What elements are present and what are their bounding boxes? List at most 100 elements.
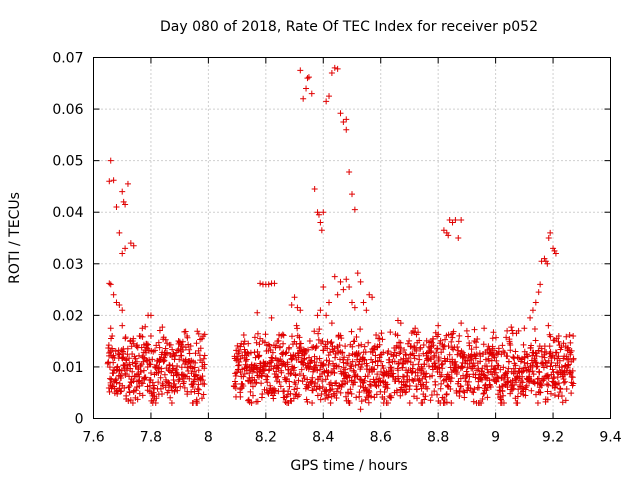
data-point [324,372,331,379]
data-point [515,327,522,334]
data-point [547,363,554,370]
data-point [544,388,551,395]
data-point [309,387,316,394]
data-point [464,382,471,389]
data-point [147,361,154,368]
data-point [165,379,172,386]
data-point [301,375,308,382]
data-point [171,380,178,387]
data-point [567,339,574,346]
data-point [346,374,353,381]
data-point [452,358,459,365]
data-point [301,355,308,362]
data-point [472,355,479,362]
data-point [308,90,315,97]
data-point [142,349,149,356]
data-point [566,331,573,338]
data-point [326,299,333,306]
data-point [532,359,539,366]
data-point [124,345,131,352]
data-point [393,389,400,396]
data-point [124,180,131,187]
data-point [388,365,395,372]
y-tick-label: 0.06 [52,102,83,118]
data-point [336,342,343,349]
data-point [247,349,254,356]
data-point [268,314,275,321]
data-point [194,328,201,335]
data-point [439,365,446,372]
data-point [330,390,337,397]
data-point [192,372,199,379]
data-point [291,364,298,371]
data-point [110,370,117,377]
data-point [346,168,353,175]
data-point [107,281,114,288]
data-point [181,384,188,391]
data-point [371,394,378,401]
data-point [473,351,480,358]
data-point [113,379,120,386]
data-point [199,373,206,380]
data-point [189,365,196,372]
data-point [528,342,535,349]
data-point [563,367,570,374]
data-point [333,394,340,401]
data-point [317,366,324,373]
data-point [570,332,577,339]
data-point [253,379,260,386]
data-point [262,331,269,338]
data-point [357,326,364,333]
data-point [265,390,272,397]
data-point [337,389,344,396]
data-point [461,394,468,401]
data-point [438,361,445,368]
data-point [282,350,289,357]
data-point [147,312,154,319]
data-point [320,209,327,216]
data-point [549,366,556,373]
data-point [330,365,337,372]
data-point [314,312,321,319]
data-point [539,360,546,367]
data-point [247,388,254,395]
data-point [330,360,337,367]
data-point [254,309,261,316]
data-point [162,384,169,391]
data-point [458,363,465,370]
data-point [155,339,162,346]
data-point [314,392,321,399]
data-point [119,322,126,329]
data-point [119,188,126,195]
data-point [522,392,529,399]
data-point [319,338,326,345]
data-point [562,397,569,404]
data-point [487,383,494,390]
data-point [369,359,376,366]
data-point [366,389,373,396]
data-point [379,336,386,343]
data-point [306,354,313,361]
data-point [142,323,149,330]
data-point [401,373,408,380]
data-point [417,345,424,352]
data-point [406,386,413,393]
data-point [569,374,576,381]
data-point [404,358,411,365]
y-tick-label: 0.01 [52,360,83,376]
data-point [237,393,244,400]
data-point [351,206,358,213]
data-point [373,331,380,338]
data-point [415,329,422,336]
data-point [418,385,425,392]
data-point [245,340,252,347]
data-point [357,278,364,285]
data-point [113,299,120,306]
data-point [324,345,331,352]
data-point [569,367,576,374]
x-tick-label: 8.6 [370,430,392,446]
data-point [458,320,465,327]
data-point [454,344,461,351]
data-point [563,386,570,393]
data-point [192,359,199,366]
